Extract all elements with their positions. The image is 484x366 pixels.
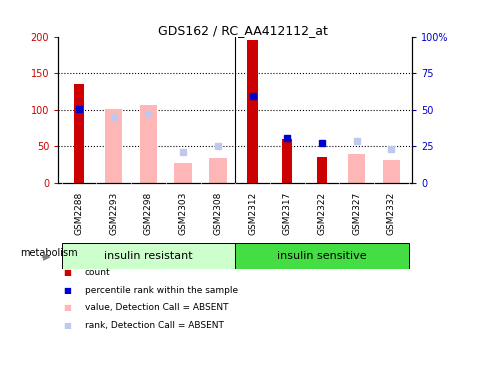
Text: GSM2312: GSM2312 [248, 191, 257, 235]
Text: ■: ■ [63, 321, 71, 330]
Text: insulin sensitive: insulin sensitive [277, 251, 366, 261]
Text: GSM2308: GSM2308 [213, 191, 222, 235]
Text: percentile rank within the sample: percentile rank within the sample [85, 286, 238, 295]
Bar [139, 105, 157, 183]
Text: GSM2327: GSM2327 [351, 191, 361, 235]
Text: GSM2303: GSM2303 [178, 191, 187, 235]
Bar [74, 84, 84, 183]
Text: count: count [85, 268, 110, 277]
Bar [282, 139, 292, 183]
Bar [348, 154, 364, 183]
Text: insulin resistant: insulin resistant [104, 251, 192, 261]
Text: ■: ■ [63, 268, 71, 277]
Bar [209, 158, 226, 183]
Bar [235, 243, 408, 269]
Text: rank, Detection Call = ABSENT: rank, Detection Call = ABSENT [85, 321, 223, 330]
Text: GSM2293: GSM2293 [109, 191, 118, 235]
Bar [61, 243, 235, 269]
Text: GDS162 / RC_AA412112_at: GDS162 / RC_AA412112_at [157, 24, 327, 37]
Text: GSM2298: GSM2298 [144, 191, 152, 235]
Text: GSM2317: GSM2317 [282, 191, 291, 235]
Bar [105, 109, 122, 183]
Text: GSM2288: GSM2288 [75, 191, 83, 235]
Text: ■: ■ [63, 286, 71, 295]
Bar [247, 40, 257, 183]
Bar [316, 157, 327, 183]
Bar [382, 160, 399, 183]
Text: value, Detection Call = ABSENT: value, Detection Call = ABSENT [85, 303, 228, 312]
Bar [174, 163, 192, 183]
Text: GSM2322: GSM2322 [317, 191, 326, 235]
Text: ■: ■ [63, 303, 71, 312]
Text: GSM2332: GSM2332 [386, 191, 395, 235]
Text: metabolism: metabolism [20, 248, 78, 258]
